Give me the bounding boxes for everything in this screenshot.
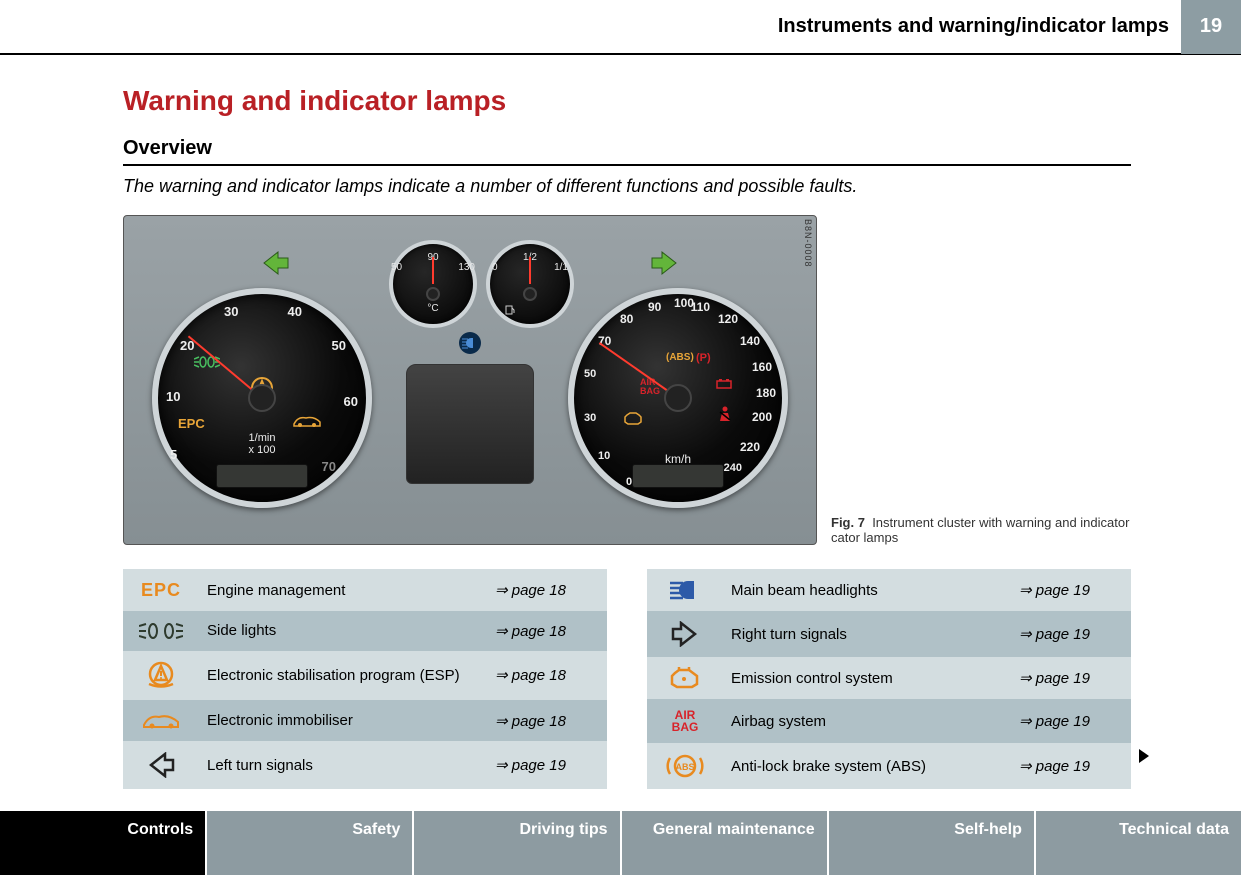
lamp-label: Emission control system [723, 657, 1011, 699]
temperature-gauge: 50 90 130 °C [389, 240, 477, 328]
figure-caption: Fig. 7 Instrument cluster with warning a… [831, 515, 1131, 545]
lamp-label: Anti-lock brake system (ABS) [723, 743, 1011, 789]
tachometer: 5 10 20 30 40 50 60 70 EPC [152, 288, 372, 508]
seatbelt-icon [718, 406, 732, 425]
immob-icon [123, 700, 199, 741]
tach-lcd [216, 464, 308, 488]
page-ref[interactable]: ⇒ page 19 [1011, 657, 1131, 699]
tach-unit: 1/minx 100 [249, 432, 276, 456]
page-ref[interactable]: ⇒ page 19 [1011, 569, 1131, 611]
page-ref[interactable]: ⇒ page 18 [487, 569, 607, 611]
tab-safety[interactable]: Safety [207, 811, 414, 875]
page-header: Instruments and warning/indicator lamps … [0, 0, 1241, 55]
abs-icon: (ABS) [666, 352, 694, 363]
airbag-icon: AIRBAG [640, 378, 660, 396]
lamp-label: Main beam headlights [723, 569, 1011, 611]
instrument-cluster-figure: B8N-0008 50 90 130 °C 0 1/2 1/1 [123, 215, 817, 545]
page-ref[interactable]: ⇒ page 19 [1011, 699, 1131, 743]
lamp-table-left: EPCEngine management⇒ page 18Side lights… [123, 569, 607, 789]
lamp-label: Electronic stabilisation program (ESP) [199, 651, 487, 701]
svg-text:ABS: ABS [675, 762, 694, 772]
continue-triangle-icon [1139, 749, 1149, 763]
left-turn-indicator [260, 250, 290, 276]
main-beam-lamp [459, 332, 481, 354]
tab-controls[interactable]: Controls [0, 811, 207, 875]
section-heading: Overview [123, 137, 1131, 166]
figure-code: B8N-0008 [803, 219, 813, 268]
lamp-label: Electronic immobiliser [199, 700, 487, 741]
epc-icon: EPC [178, 416, 205, 431]
table-row: Emission control system⇒ page 19 [647, 657, 1131, 699]
epc-icon: EPC [123, 569, 199, 611]
section-subtitle: The warning and indicator lamps indicate… [123, 176, 1131, 197]
airbag-icon: AIRBAG [647, 699, 723, 743]
tab-self-help[interactable]: Self-help [829, 811, 1036, 875]
lamp-label: Left turn signals [199, 741, 487, 789]
tab-driving-tips[interactable]: Driving tips [414, 811, 621, 875]
speedometer: 0 10 30 50 70 80 90 100 110 120 140 160 … [568, 288, 788, 508]
immobiliser-icon [292, 414, 322, 431]
table-row: Side lights⇒ page 18 [123, 611, 607, 650]
table-row: Left turn signals⇒ page 19 [123, 741, 607, 789]
page-number: 19 [1181, 0, 1241, 54]
lamp-table-right: Main beam headlights⇒ page 19Right turn … [647, 569, 1131, 789]
page-title: Warning and indicator lamps [123, 85, 1131, 117]
page-ref[interactable]: ⇒ page 19 [487, 741, 607, 789]
page-ref[interactable]: ⇒ page 18 [487, 651, 607, 701]
right-turn-indicator [650, 250, 680, 276]
center-display [406, 364, 534, 484]
emission-icon [624, 412, 642, 428]
breadcrumb: Instruments and warning/indicator lamps [778, 15, 1181, 38]
battery-icon [716, 378, 732, 392]
fuel-gauge: 0 1/2 1/1 [486, 240, 574, 328]
page-ref[interactable]: ⇒ page 18 [487, 611, 607, 650]
lamp-label: Airbag system [723, 699, 1011, 743]
rightarr-icon [647, 611, 723, 657]
lamp-label: Engine management [199, 569, 487, 611]
leftarr-icon [123, 741, 199, 789]
lamp-label: Side lights [199, 611, 487, 650]
abs-icon: ABS [647, 743, 723, 789]
page-ref[interactable]: ⇒ page 19 [1011, 611, 1131, 657]
tab-technical-data[interactable]: Technical data [1036, 811, 1241, 875]
footer-tabs: ControlsSafetyDriving tipsGeneral mainte… [0, 811, 1241, 875]
speedo-lcd [632, 464, 724, 488]
table-row: AIRBAGAirbag system⇒ page 19 [647, 699, 1131, 743]
sidelight-icon [123, 611, 199, 650]
table-row: Electronic stabilisation program (ESP)⇒ … [123, 651, 607, 701]
mainbeam-icon [647, 569, 723, 611]
tab-general-maintenance[interactable]: General maintenance [622, 811, 829, 875]
esp-icon [123, 651, 199, 701]
table-row: ABS Anti-lock brake system (ABS)⇒ page 19 [647, 743, 1131, 789]
table-row: Electronic immobiliser⇒ page 18 [123, 700, 607, 741]
table-row: Right turn signals⇒ page 19 [647, 611, 1131, 657]
page-ref[interactable]: ⇒ page 19 [1011, 743, 1131, 789]
page-ref[interactable]: ⇒ page 18 [487, 700, 607, 741]
parking-brake-icon: (P) [696, 352, 711, 364]
emission-icon [647, 657, 723, 699]
lamp-label: Right turn signals [723, 611, 1011, 657]
table-row: EPCEngine management⇒ page 18 [123, 569, 607, 611]
table-row: Main beam headlights⇒ page 19 [647, 569, 1131, 611]
